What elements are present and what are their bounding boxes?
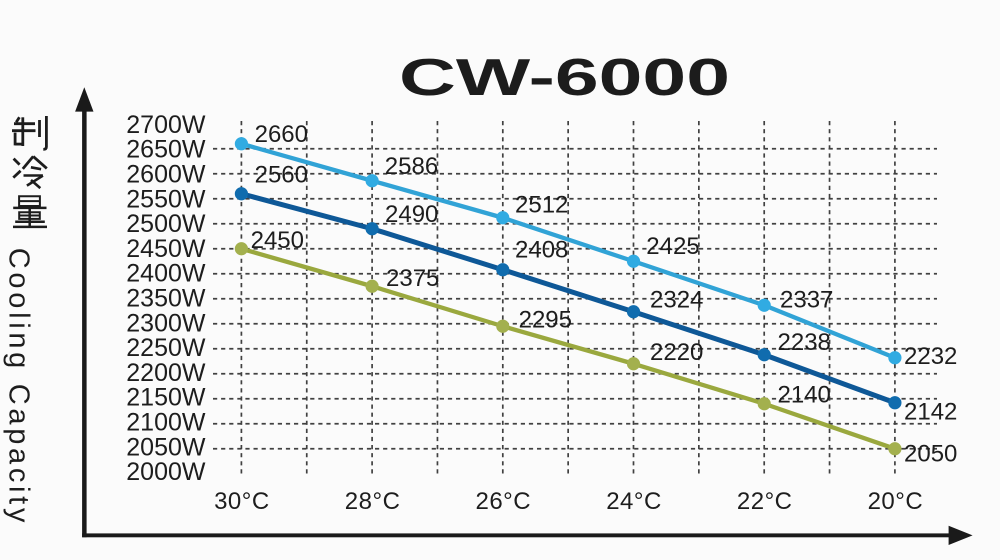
svg-text:CW-6000: CW-6000 [399, 48, 730, 106]
svg-text:2560: 2560 [255, 162, 308, 189]
svg-text:2250W: 2250W [126, 334, 206, 362]
svg-text:26°C: 26°C [475, 488, 531, 515]
svg-text:2660: 2660 [255, 121, 308, 148]
svg-text:2100W: 2100W [126, 409, 206, 437]
svg-text:2150W: 2150W [126, 384, 206, 412]
svg-text:28°C: 28°C [345, 488, 401, 515]
svg-text:2450: 2450 [251, 227, 304, 254]
svg-text:24°C: 24°C [606, 488, 662, 515]
svg-text:2295: 2295 [519, 306, 572, 333]
svg-text:2000W: 2000W [126, 458, 206, 486]
svg-text:2140: 2140 [778, 382, 831, 409]
svg-text:2238: 2238 [778, 329, 831, 356]
svg-text:30°C: 30°C [214, 488, 270, 515]
svg-text:2425: 2425 [646, 233, 699, 260]
svg-text:2232: 2232 [904, 343, 957, 370]
svg-text:2220: 2220 [650, 339, 703, 366]
svg-text:2450W: 2450W [126, 235, 206, 263]
svg-text:2512: 2512 [515, 192, 568, 219]
svg-text:20°C: 20°C [868, 488, 924, 515]
svg-text:2500W: 2500W [126, 210, 206, 238]
svg-text:2375: 2375 [386, 265, 439, 292]
svg-text:2300W: 2300W [126, 309, 206, 337]
svg-text:2550W: 2550W [126, 185, 206, 213]
svg-text:2350W: 2350W [126, 285, 206, 313]
svg-text:2586: 2586 [385, 153, 438, 180]
svg-text:2600W: 2600W [126, 161, 206, 189]
svg-text:2490: 2490 [385, 201, 438, 228]
svg-text:2324: 2324 [650, 287, 703, 314]
svg-text:2650W: 2650W [126, 136, 206, 164]
svg-text:2700W: 2700W [126, 111, 206, 139]
svg-text:2142: 2142 [904, 399, 957, 426]
svg-text:2200W: 2200W [126, 359, 206, 387]
svg-text:2400W: 2400W [126, 260, 206, 288]
svg-text:2050W: 2050W [126, 433, 206, 461]
svg-text:2408: 2408 [515, 237, 568, 264]
svg-text:2050: 2050 [904, 441, 957, 468]
svg-text:22°C: 22°C [737, 488, 793, 515]
svg-text:Cooling Capacity: Cooling Capacity [3, 248, 35, 523]
svg-text:2337: 2337 [780, 287, 833, 314]
